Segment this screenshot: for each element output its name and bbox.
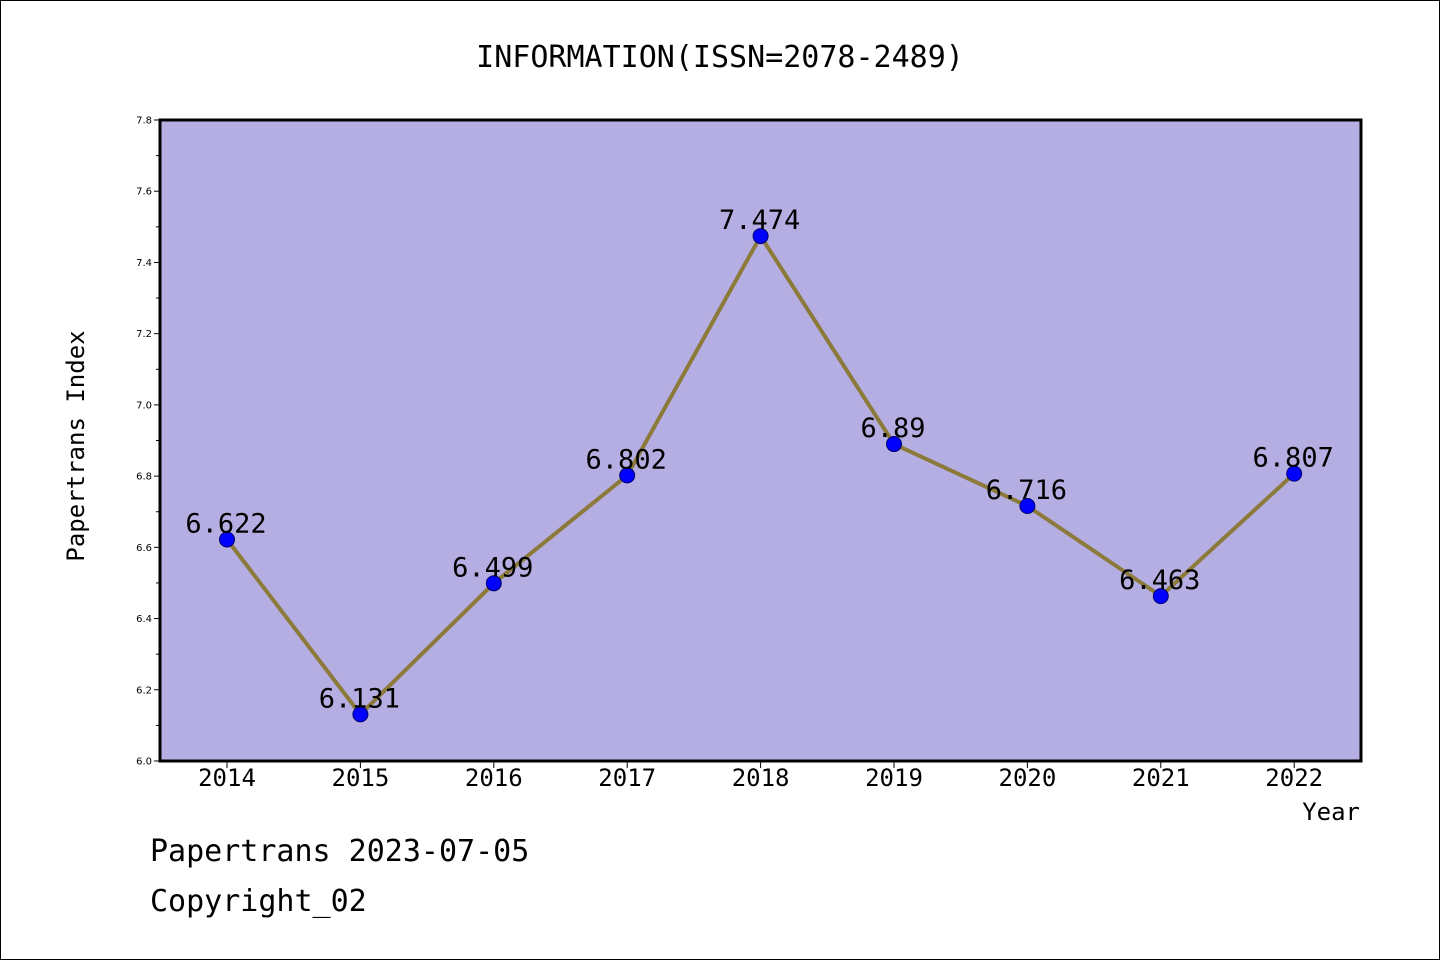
data-point xyxy=(219,531,235,548)
data-point xyxy=(1019,498,1036,515)
data-label: 6.807 xyxy=(1253,443,1334,474)
y-axis-title: Papertrans Index xyxy=(62,330,90,561)
data-point xyxy=(886,436,902,453)
x-tick-label: 2020 xyxy=(999,764,1057,792)
data-point xyxy=(485,575,502,592)
plot-area xyxy=(158,118,1363,763)
y-tick-label: 7.4 xyxy=(136,258,152,269)
y-tick-label: 7.6 xyxy=(136,187,152,198)
x-tick-label: 2021 xyxy=(1132,764,1190,792)
x-tick-label: 2022 xyxy=(1265,764,1323,792)
chart-title: INFORMATION(ISSN=2078-2489) xyxy=(476,40,964,75)
y-tick-label: 7.0 xyxy=(136,400,152,411)
y-tick-label: 6.8 xyxy=(136,472,152,483)
x-tick-label: 2015 xyxy=(332,764,390,792)
data-label: 6.89 xyxy=(860,413,925,444)
y-tick-label: 7.8 xyxy=(136,116,152,127)
x-tick-label: 2017 xyxy=(598,764,656,792)
data-label: 6.463 xyxy=(1119,565,1200,596)
x-tick-label: 2016 xyxy=(465,764,523,792)
data-point xyxy=(1152,588,1169,605)
y-tick-label: 6.6 xyxy=(136,543,152,554)
data-label: 6.802 xyxy=(586,444,667,475)
data-point xyxy=(619,467,636,484)
footer-copyright: Copyright_02 xyxy=(150,884,367,919)
data-label: 7.474 xyxy=(719,205,800,236)
data-label: 6.622 xyxy=(185,508,266,539)
y-tick-label: 6.4 xyxy=(136,614,152,625)
data-point xyxy=(352,706,369,723)
y-tick-label: 7.2 xyxy=(136,329,152,340)
x-axis-title: Year xyxy=(1302,798,1360,826)
footer-date: Papertrans 2023-07-05 xyxy=(150,834,530,869)
data-point xyxy=(1286,465,1303,482)
x-tick-label: 2014 xyxy=(198,764,256,792)
data-labels: 6.622 6.131 6.499 6.802 7.474 6.89 6.716 6.463 6… xyxy=(185,205,1333,714)
data-point xyxy=(752,228,769,245)
data-label: 6.499 xyxy=(452,552,533,583)
y-tick-label: 6.0 xyxy=(136,757,152,768)
data-label: 6.716 xyxy=(986,475,1067,506)
x-tick-label: 2018 xyxy=(732,764,790,792)
x-tick-label: 2019 xyxy=(865,764,923,792)
y-axis: 6.0 6.2 6.4 6.6 6.8 7.0 7.2 7.4 7.6 7.8 xyxy=(136,116,160,768)
y-tick-label: 6.2 xyxy=(136,685,152,696)
data-label: 6.131 xyxy=(319,683,400,714)
x-axis: 2014 2015 2016 2017 2018 2019 2020 2021 2022 xyxy=(198,761,1323,792)
series xyxy=(219,228,1303,723)
